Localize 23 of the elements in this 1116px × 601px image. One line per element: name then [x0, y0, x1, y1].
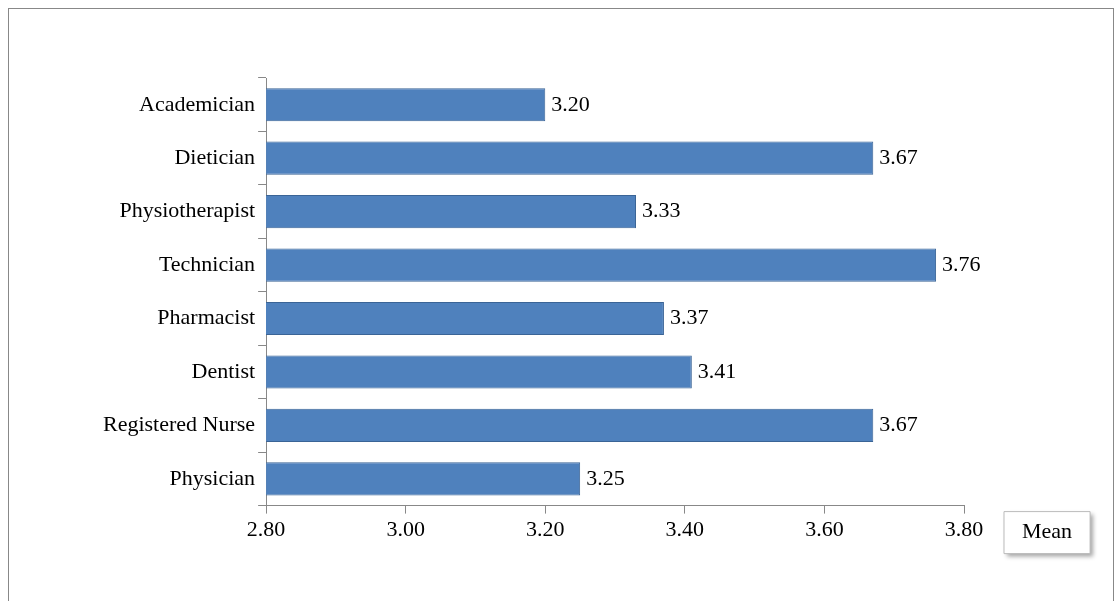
- y-tick-label: Dietician: [174, 143, 256, 169]
- y-tick-label: Registered Nurse: [103, 411, 256, 437]
- x-tick-label: 3.80: [944, 515, 984, 541]
- x-axis-title: Mean: [1022, 518, 1073, 544]
- data-label: 3.76: [942, 250, 981, 276]
- x-tick-label: 2.80: [246, 515, 286, 541]
- data-label: 3.41: [697, 357, 737, 383]
- data-label: 3.67: [879, 143, 918, 169]
- y-tick-label: Academician: [139, 90, 256, 116]
- data-label: 3.37: [669, 304, 709, 330]
- data-label: 3.20: [551, 90, 590, 116]
- y-tick-label: Physiotherapist: [119, 197, 256, 223]
- x-tick-label: 3.00: [386, 515, 425, 541]
- y-tick-label: Dentist: [191, 357, 256, 383]
- y-tick-label: Technician: [158, 250, 256, 276]
- x-tick-label: 3.40: [665, 515, 705, 541]
- data-label: 3.33: [642, 197, 681, 223]
- x-tick-label: 3.60: [805, 515, 844, 541]
- y-tick-label: Pharmacist: [157, 304, 256, 330]
- data-label: 3.67: [879, 411, 918, 437]
- data-label: 3.25: [586, 464, 625, 490]
- y-tick-label: Physician: [169, 464, 256, 490]
- x-tick-label: 3.20: [526, 515, 565, 541]
